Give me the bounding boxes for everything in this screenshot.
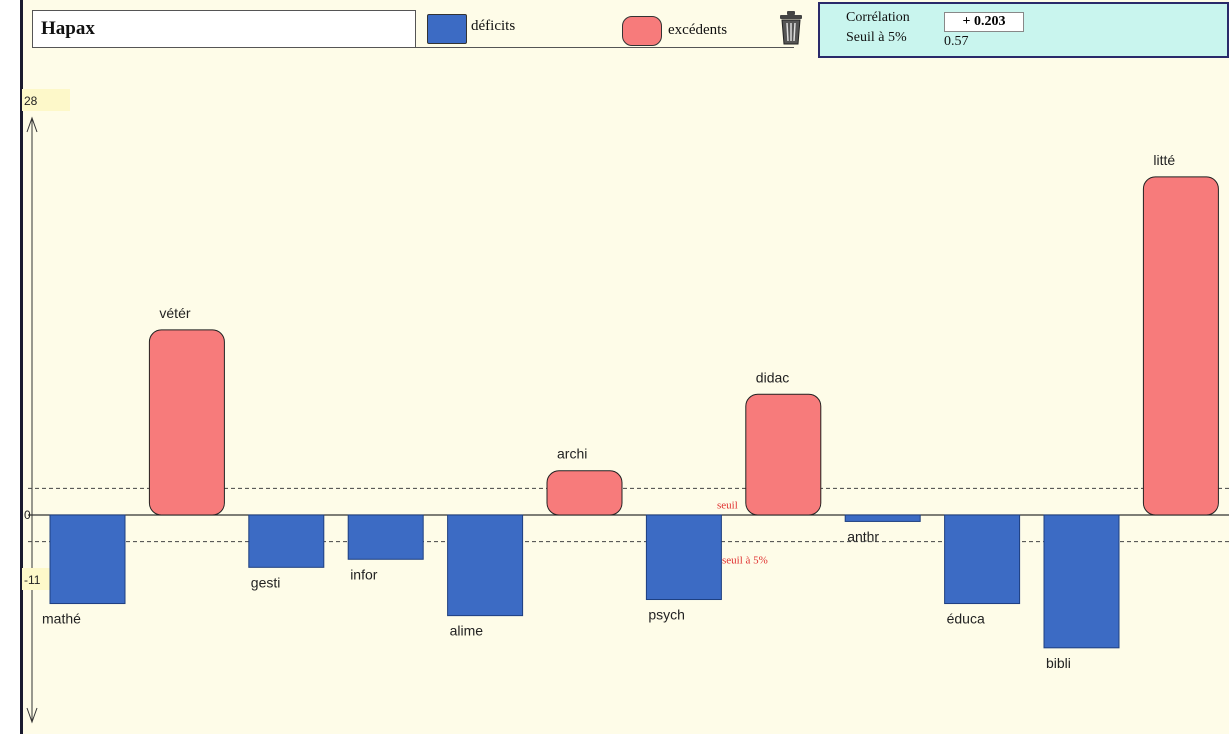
bar-éduca[interactable] [945,515,1020,604]
bar-label: éduca [947,611,985,627]
correlation-value: + 0.203 [944,12,1024,32]
bar-label: archi [557,446,587,462]
legend-swatch-deficits [427,14,467,44]
bar-label: bibli [1046,655,1071,671]
correlation-label: Corrélation [846,10,910,26]
bar-litté[interactable] [1143,177,1218,515]
bar-label: alime [450,623,484,639]
bar-gesti[interactable] [249,515,324,567]
y-tick-label: 0 [24,508,31,522]
y-tick-label: -11 [24,573,41,587]
bar-anthr[interactable] [845,515,920,521]
bar-label: infor [350,566,378,582]
bar-didac[interactable] [746,394,821,515]
legend-label-deficits: déficits [471,18,515,35]
legend: déficits excédents [416,10,794,48]
bar-label: vétér [159,305,190,321]
bar-archi[interactable] [547,471,622,515]
bar-psych[interactable] [646,515,721,600]
bar-label: didac [756,369,789,385]
bar-label: psych [648,607,685,623]
bar-label: litté [1153,152,1175,168]
bar-alime[interactable] [448,515,523,616]
bar-vétér[interactable] [149,330,224,515]
bar-mathé[interactable] [50,515,125,604]
seuil-value: 0.57 [944,34,969,50]
y-tick-label: 28 [24,94,38,108]
threshold-label-lower: seuil à 5% [722,555,768,567]
chart-title: Hapax [41,18,95,40]
bar-label: mathé [42,611,81,627]
legend-swatch-excedents [622,16,662,46]
bar-label: gesti [251,574,281,590]
bar-infor[interactable] [348,515,423,559]
correlation-panel: Corrélation Seuil à 5% + 0.203 0.57 [818,2,1229,58]
bar-label: anthr [847,528,879,544]
seuil-label: Seuil à 5% [846,30,907,46]
legend-label-excedents: excédents [668,22,727,39]
threshold-label-upper: seuil [717,499,738,511]
chart-title-box: Hapax [32,10,416,48]
bar-bibli[interactable] [1044,515,1119,648]
trash-can-icon[interactable] [776,10,806,46]
